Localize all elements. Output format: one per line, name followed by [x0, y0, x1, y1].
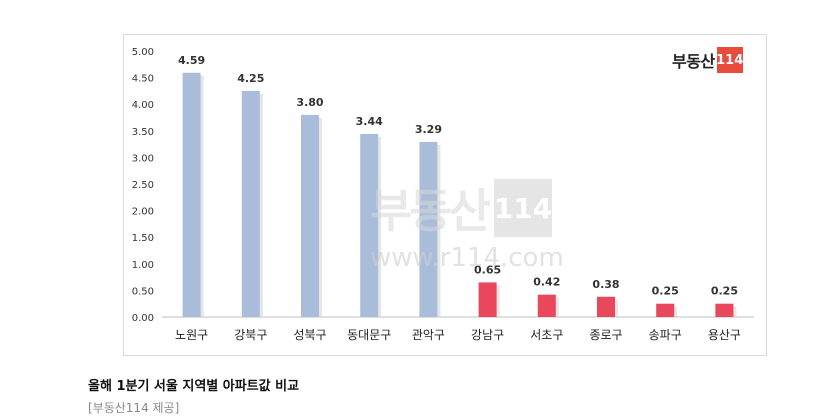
bar-value-label: 0.38 [592, 278, 619, 291]
source-credit: [부동산114 제공] [88, 401, 180, 415]
bar-value-label: 3.80 [296, 96, 323, 109]
chart-caption: 올해 1분기 서울 지역별 아파트값 비교 [88, 379, 300, 394]
bar-chart: 5.00 4.50 4.00 3.50 3.00 2.50 2.00 1.50 1.00 0.50… [132, 47, 754, 342]
y-tick-label: 2.00 [132, 207, 154, 218]
bar [419, 141, 438, 317]
y-tick-label: 4.50 [132, 74, 154, 85]
x-category-label: 성북구 [293, 328, 326, 342]
bar-value-label: 0.25 [652, 285, 679, 298]
y-tick-label: 1.00 [132, 260, 154, 271]
bar-value-label: 0.65 [474, 263, 501, 276]
bar [715, 303, 734, 317]
x-category-label: 강남구 [471, 328, 504, 342]
x-category-label: 강북구 [234, 328, 267, 342]
x-category-label: 관악구 [412, 328, 445, 342]
brand-logo-text: 부동산 [672, 52, 715, 71]
chart-frame: 5.00 4.50 4.00 3.50 3.00 2.50 2.00 1.50 1.00 0.50… [123, 34, 767, 356]
y-tick-label: 2.50 [132, 180, 154, 191]
bar [241, 90, 260, 318]
bar [360, 133, 379, 317]
x-category-label: 서초구 [530, 328, 563, 342]
y-tick-label: 5.00 [132, 47, 154, 58]
bar [182, 72, 201, 317]
y-tick-label: 3.00 [132, 153, 154, 164]
bar [597, 296, 615, 317]
bar-value-label: 0.25 [711, 285, 738, 298]
brand-logo: 부동산 114 [672, 46, 743, 74]
bar-value-label: 3.44 [356, 115, 383, 128]
x-category-label: 용산구 [708, 328, 741, 342]
bar-value-label: 4.59 [178, 54, 205, 67]
brand-logo-box: 114 [716, 47, 743, 73]
bar [656, 303, 675, 317]
y-tick-label: 0.00 [132, 313, 154, 324]
y-tick-label: 1.50 [132, 233, 154, 244]
x-category-label: 송파구 [649, 328, 682, 342]
bar [478, 282, 497, 317]
x-category-label: 노원구 [175, 328, 208, 342]
x-category-label: 동대문구 [347, 328, 391, 342]
bar-value-label: 0.42 [533, 276, 560, 289]
bar [537, 294, 556, 317]
y-tick-label: 0.50 [132, 286, 154, 297]
y-tick-label: 3.50 [132, 127, 154, 138]
x-category-label: 종로구 [589, 328, 622, 342]
bar-value-label: 3.29 [415, 123, 442, 136]
y-tick-label: 4.00 [132, 100, 154, 111]
bar [301, 114, 319, 317]
bar-value-label: 4.25 [237, 72, 264, 85]
